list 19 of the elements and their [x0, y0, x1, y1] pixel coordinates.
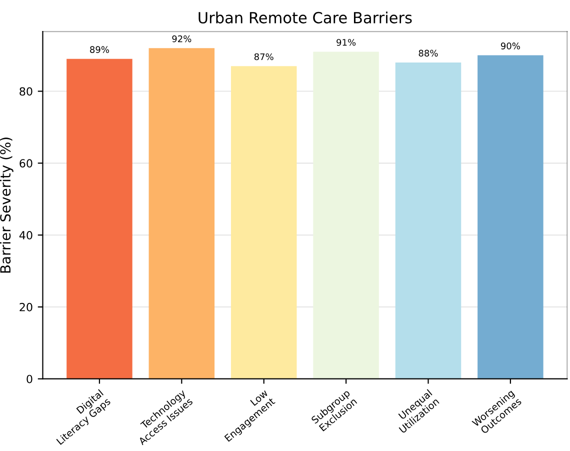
- chart-title: Urban Remote Care Barriers: [198, 12, 412, 24]
- data-label: 91%: [336, 38, 356, 46]
- bar: [395, 62, 462, 379]
- y-tick-label: 20: [20, 302, 32, 312]
- data-label: 92%: [172, 35, 192, 42]
- bar: [66, 58, 132, 379]
- y-tick-label: 60: [20, 159, 32, 168]
- data-label: 88%: [418, 50, 438, 57]
- y-axis-title: Barrier Severity (%): [0, 138, 14, 273]
- y-tick-label: 40: [19, 231, 32, 240]
- data-label: 89%: [90, 46, 109, 53]
- data-label: 90%: [500, 42, 520, 50]
- y-tick-label: 0: [26, 374, 32, 384]
- y-tick-label: 80: [20, 87, 32, 96]
- bar: [478, 55, 544, 379]
- data-label: 87%: [254, 53, 274, 60]
- bar: [230, 66, 297, 379]
- bar: [313, 52, 379, 379]
- bar: [148, 48, 215, 379]
